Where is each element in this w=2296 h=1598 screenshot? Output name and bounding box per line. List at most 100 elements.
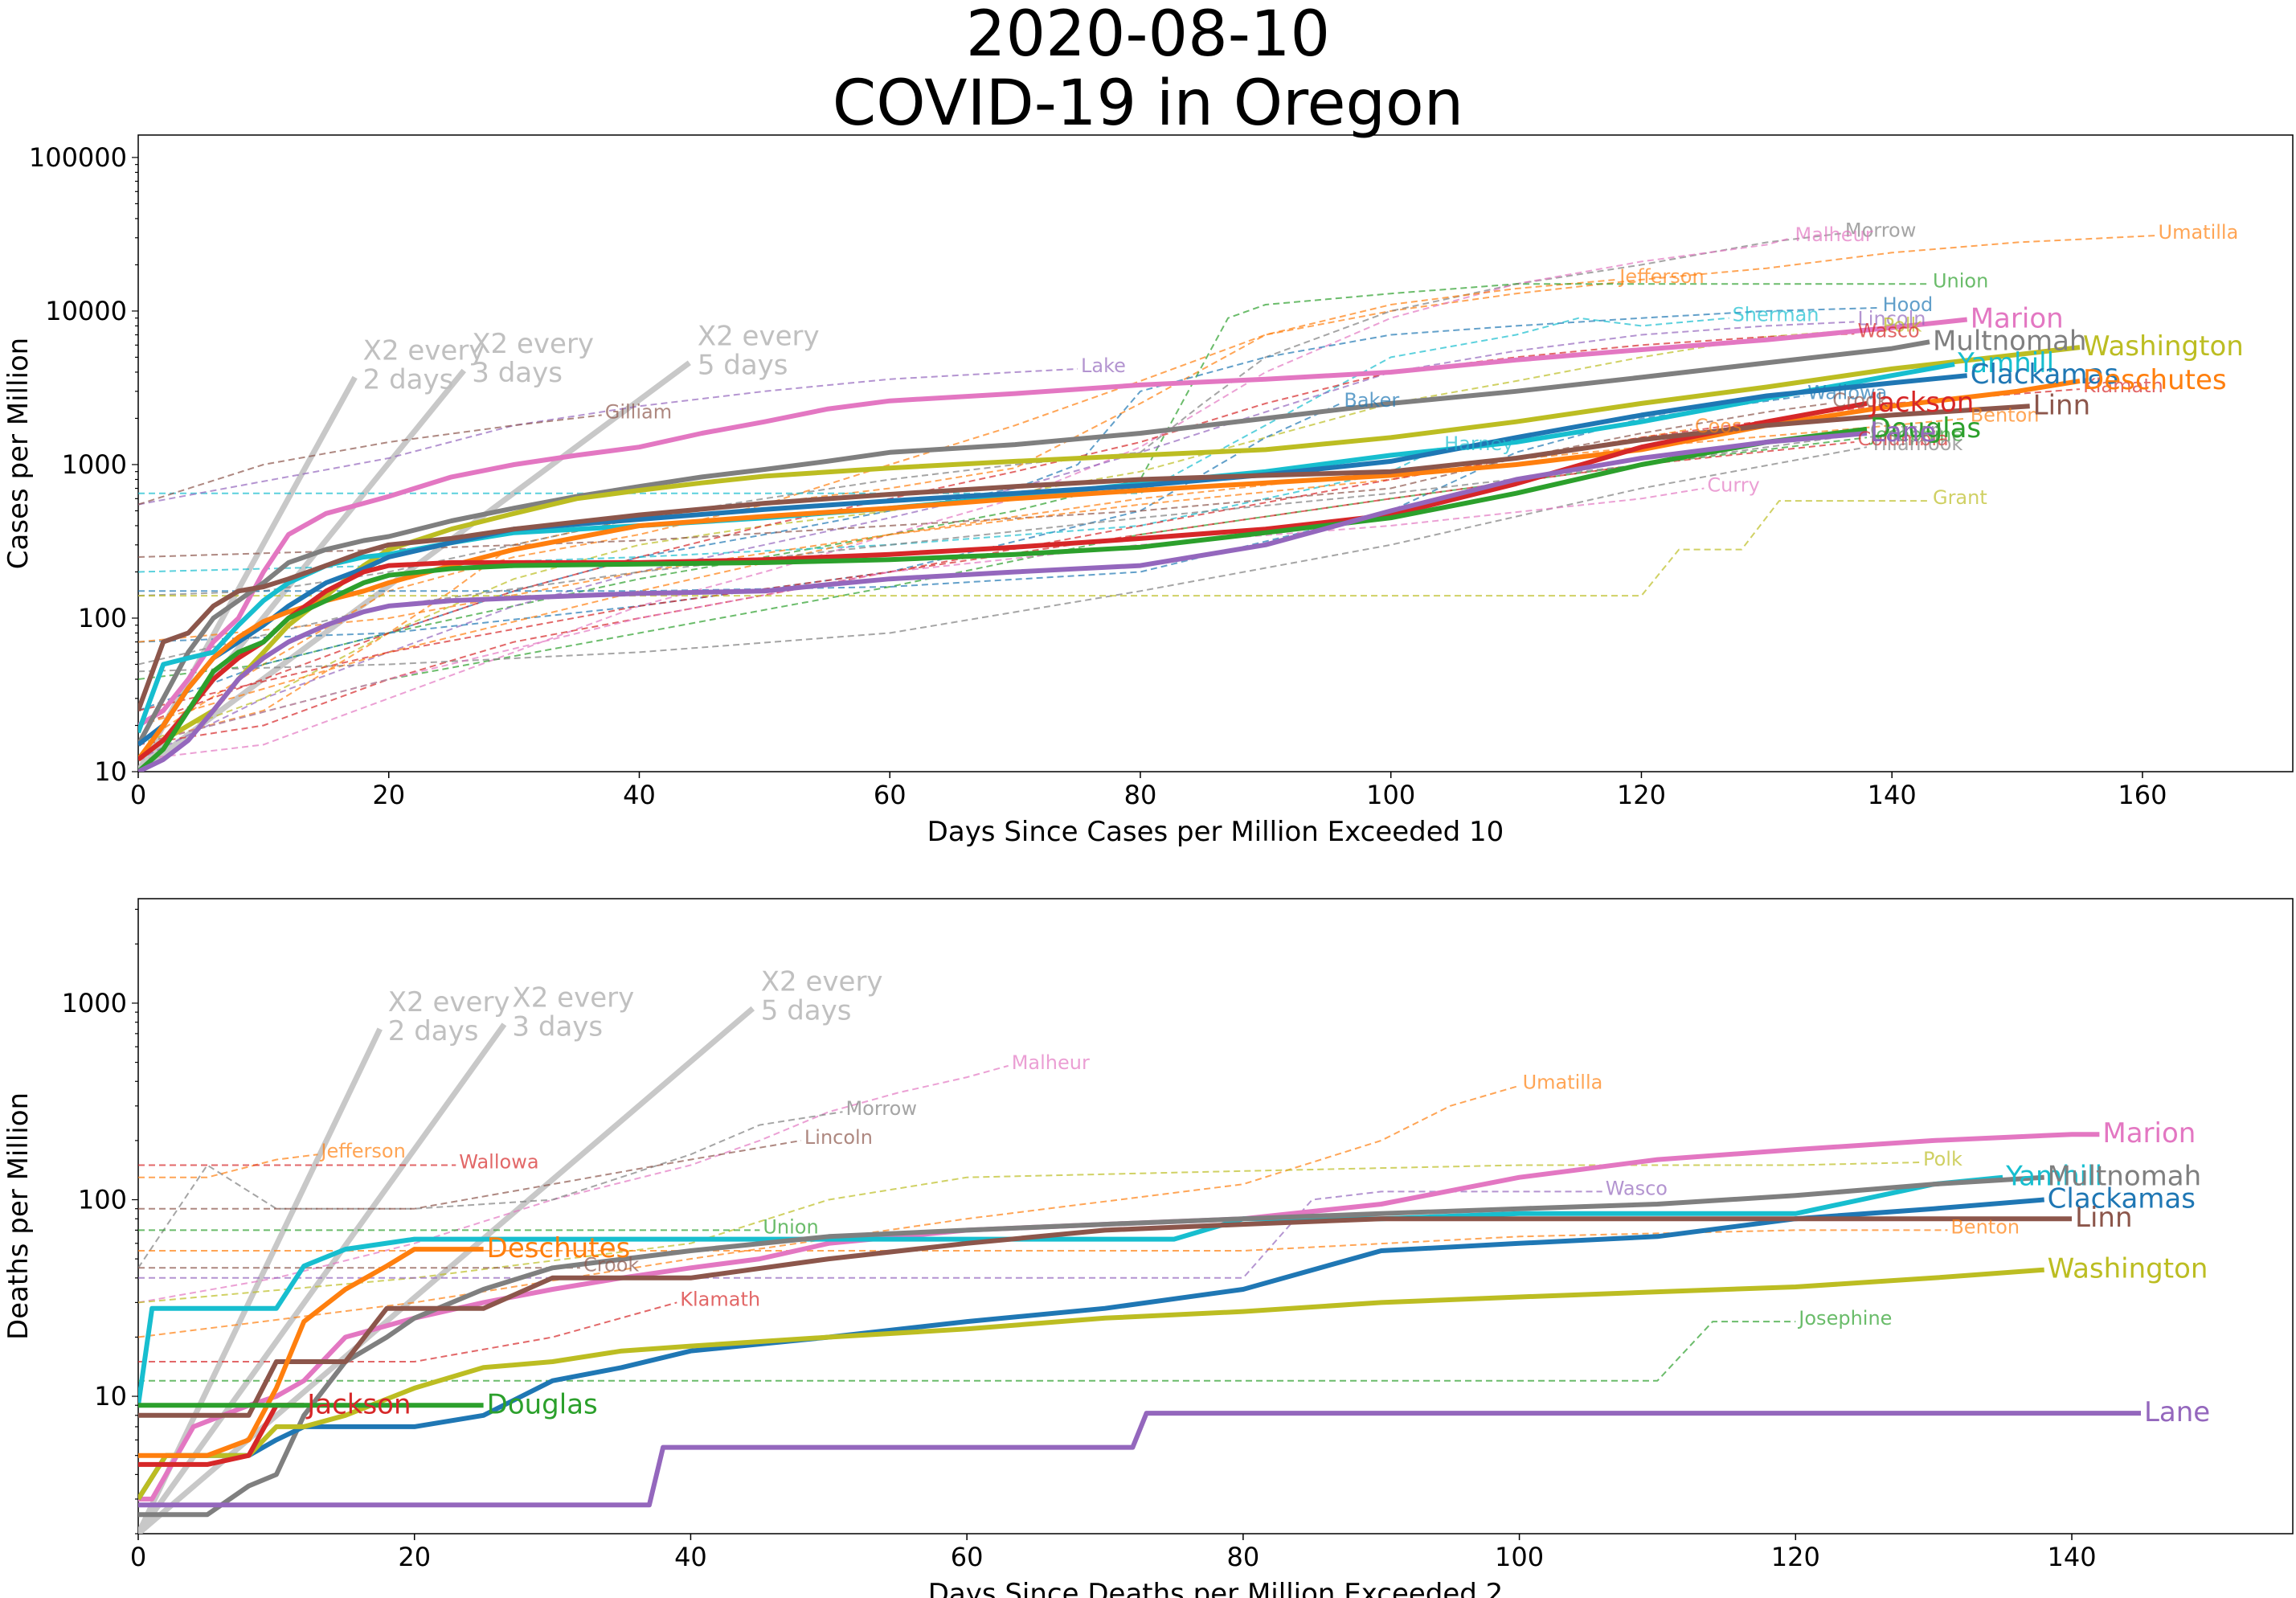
series-line-lane [138, 431, 1868, 772]
series-label-umatilla: Umatilla [1523, 1071, 1603, 1094]
series-label-union: Union [763, 1215, 818, 1238]
series-label-gilliam: Gilliam [605, 400, 672, 423]
x-tick-label: 100 [1495, 1542, 1544, 1572]
series-label-wallowa: Wallowa [1807, 382, 1887, 404]
series-line-curry [138, 487, 1705, 746]
y-tick-label: 10000 [45, 296, 127, 326]
series-label-lake: Lake [1081, 354, 1126, 377]
x-tick-label: 80 [1227, 1542, 1260, 1572]
series-label-lincoln: Lincoln [1857, 307, 1926, 330]
series-line-benton [138, 417, 1967, 727]
series-label-morrow: Morrow [1845, 219, 1917, 241]
series-line-malheur [138, 236, 1792, 760]
series-label-multnomah: Multnomah [1933, 325, 2087, 357]
y-tick-label: 10 [94, 756, 127, 787]
x-tick-label: 0 [130, 1542, 146, 1572]
x-tick-label: 160 [2118, 780, 2167, 810]
series-label-wasco: Wasco [1606, 1177, 1668, 1199]
series-line-jefferson [138, 278, 1617, 746]
series-label-grant: Grant [1933, 486, 1987, 509]
series-line-wasco [138, 333, 1855, 727]
series-label-coos: Coos [1695, 415, 1742, 437]
series-label-crook: Crook [1832, 389, 1888, 412]
series-label-benton: Benton [1971, 404, 2040, 426]
series-label-deschutes: Deschutes [2083, 364, 2227, 396]
series-label-linn: Linn [2075, 1202, 2133, 1234]
x-tick-label: 120 [1771, 1542, 1820, 1572]
x-tick-label: 60 [874, 780, 907, 810]
series-label-lane: Lane [2144, 1396, 2210, 1428]
series-label-washington: Washington [2083, 330, 2244, 363]
doubling-line-2 [138, 1022, 507, 1534]
series-label-washington: Washington [2048, 1253, 2208, 1285]
series-label-linn: Linn [2033, 389, 2091, 421]
series-line-lake [138, 367, 1078, 506]
x-tick-label: 60 [951, 1542, 984, 1572]
doubling-line-3 [138, 1006, 755, 1534]
series-label-clackamas: Clackamas [1971, 359, 2118, 391]
series-label-wallowa: Wallowa [459, 1150, 538, 1173]
series-line-jackson [138, 400, 1868, 762]
title-subject: COVID-19 in Oregon [832, 68, 1464, 140]
series-label-crook: Crook [583, 1253, 639, 1276]
axes-frame [137, 898, 2294, 1534]
series-label-clackamas: Clackamas [2048, 1183, 2196, 1215]
series-label-umatilla: Umatilla [2159, 221, 2239, 244]
series-line-lincoln [138, 1139, 802, 1210]
series-line-clatsop [138, 432, 1868, 666]
series-line-benton [138, 1229, 1948, 1252]
series-label-deschutes: Deschutes [487, 1232, 631, 1264]
series-line-jefferson [138, 1153, 318, 1178]
series-line-wasco [138, 1190, 1602, 1279]
series-line-wallowa [138, 395, 1805, 592]
series-line-josephine [138, 1321, 1796, 1382]
x-tick-label: 120 [1617, 780, 1666, 810]
series-label-morrow: Morrow [845, 1097, 917, 1120]
y-tick-label: 100 [78, 603, 127, 633]
series-label-marion: Marion [2102, 1117, 2196, 1149]
x-tick-label: 0 [130, 780, 146, 810]
series-label-lincoln: Lincoln [804, 1126, 873, 1149]
plot-area [138, 232, 2155, 772]
series-label-jackson: Jackson [305, 1388, 411, 1420]
series-label-malheur: Malheur [1012, 1051, 1090, 1074]
series-line-gilliam [138, 414, 602, 506]
series-label-yamhill: Yamhill [1957, 347, 2054, 379]
series-line-polk [138, 1162, 1921, 1304]
chart-panel-2: 0 20 40 60 80 100 120 140 10 100 1000 Days Since De… [2, 898, 2294, 1598]
series-line-hood [138, 306, 1880, 711]
series-line-deschutes [138, 379, 2081, 761]
series-label-klamath: Klamath [680, 1288, 760, 1310]
series-label-jefferson: Jefferson [319, 1140, 405, 1162]
series-label-polk: Polk [1923, 1148, 1962, 1170]
y-axis-label: Deaths per Million [2, 1092, 35, 1340]
x-tick-label: 20 [398, 1542, 431, 1572]
series-line-tillamook [138, 446, 1868, 673]
series-line-linn [138, 1216, 2072, 1418]
axes-frame [137, 134, 2294, 772]
series-line-morrow [138, 232, 1843, 597]
series-label-douglas: Douglas [487, 1388, 598, 1420]
series-label-malheur: Malheur [1795, 223, 1873, 246]
series-line-klamath [138, 1301, 677, 1362]
series-label-harney: Harney [1444, 432, 1513, 455]
series-line-malheur [138, 1064, 1009, 1304]
x-tick-label: 140 [1868, 780, 1917, 810]
y-tick-label: 1000 [62, 988, 127, 1018]
doubling-label-1: X2 every 2 days [363, 334, 485, 395]
y-tick-label: 10 [94, 1381, 127, 1412]
series-line-morrow [138, 1111, 843, 1268]
chart-panel-1: 0 20 40 60 80 100 120 140 160 10 100 1000 10000 10000… [2, 134, 2294, 848]
series-label-curry: Curry [1707, 474, 1759, 497]
series-label-douglas: Douglas [1870, 412, 1981, 445]
series-label-union: Union [1933, 269, 1988, 292]
series-line-yamhill [138, 362, 1955, 734]
doubling-label-3: X2 every 5 days [761, 966, 883, 1027]
series-line-lane [138, 1411, 2141, 1508]
series-label-lane: Lane [1870, 416, 1936, 449]
series-line-umatilla [138, 1084, 1520, 1338]
series-line-crook [138, 402, 1830, 558]
series-line-clackamas [138, 1197, 2044, 1501]
series-label-klamath: Klamath [2083, 375, 2163, 397]
doubling-label-2: X2 every 3 days [512, 981, 634, 1043]
